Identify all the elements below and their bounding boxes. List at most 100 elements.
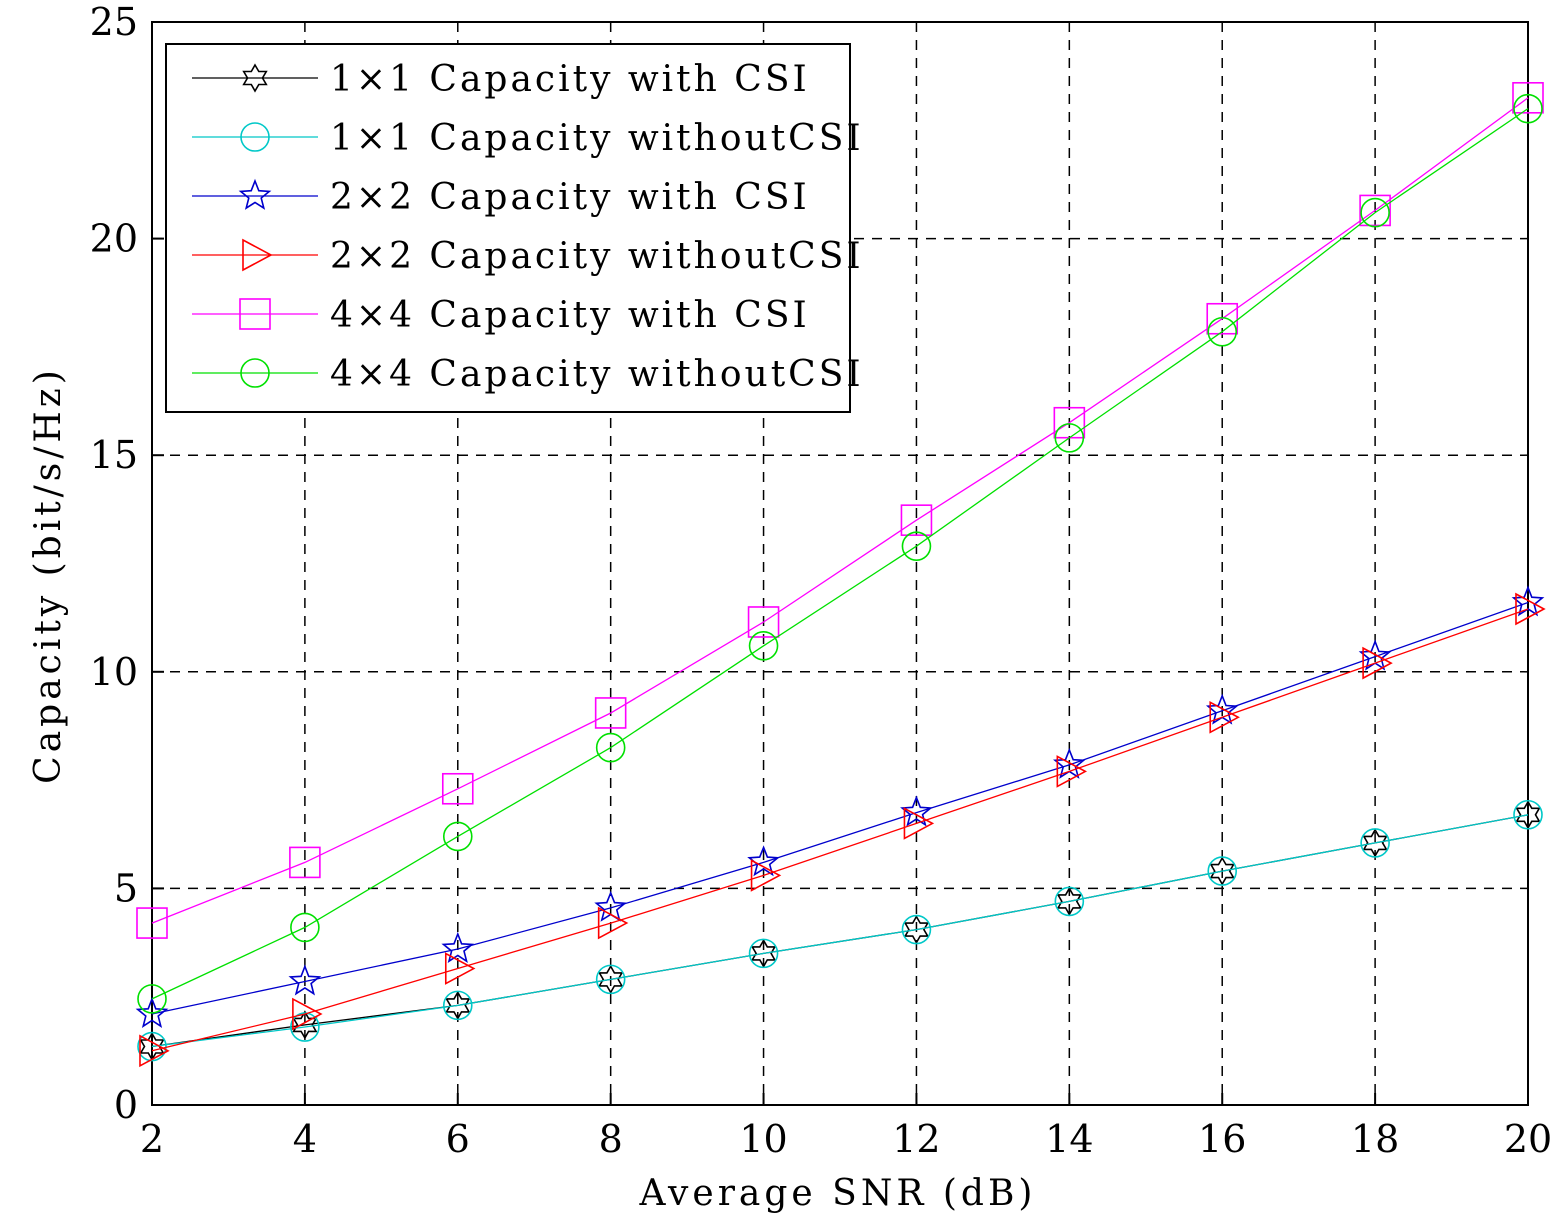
x-tick-label: 10 [739,1117,787,1161]
legend-label: 1×1 Capacity with CSI [330,59,810,100]
data-point-marker [901,531,932,561]
axis-ticks: 2 4 6 8 10 12 14 16 18 20 0 5 10 15 20 25 [90,0,1553,1161]
legend-label: 1×1 Capacity withoutCSI [330,118,864,159]
data-point-marker [135,996,169,1028]
data-point-marker [1512,82,1544,114]
data-point-marker [1209,856,1235,886]
data-point-marker [594,697,627,729]
data-point-marker [445,990,471,1021]
data-point-marker [1513,799,1543,830]
data-point-marker [288,964,322,996]
data-point-marker [1362,646,1393,680]
data-point-marker [1362,828,1388,858]
data-point-marker [900,795,933,827]
data-point-marker [139,1034,170,1068]
legend-marker [242,63,268,93]
data-point-marker [1360,828,1390,858]
legend-label: 2×2 Capacity withoutCSI [330,236,864,277]
data-point-marker [1515,800,1541,830]
data-point-marker [1054,886,1085,917]
series-line [151,108,1529,1000]
data-point-marker [900,504,933,536]
y-tick-label: 25 [90,0,138,44]
legend-marker [242,238,273,272]
legend-label: 4×4 Capacity withoutCSI [330,354,864,395]
data-point-marker [1207,316,1238,347]
legend-label: 2×2 Capacity with CSI [330,177,810,218]
data-point-marker [903,914,930,945]
data-point-marker [136,907,168,939]
x-tick-label: 4 [293,1117,317,1161]
data-point-marker [289,846,321,879]
x-axis-label: Average SNR (dB) [639,1173,1037,1214]
data-point-marker [1359,194,1391,227]
data-point-marker [441,772,474,805]
legend: 1×1 Capacity with CSI 1×1 Capacity withou… [165,43,864,413]
data-point-marker [1054,423,1085,453]
data-point-marker [1207,856,1238,886]
legend-item: 4×4 Capacity withoutCSI [192,354,864,395]
series-line [151,97,1529,924]
y-axis-label: Capacity (bit/s/Hz) [28,366,69,784]
data-point-marker [597,906,629,940]
x-tick-label: 8 [599,1117,623,1161]
data-point-marker [1360,197,1390,228]
data-point-marker [748,631,779,661]
data-point-marker [290,912,320,943]
data-point-marker [444,952,476,985]
data-point-marker [1513,93,1543,124]
data-point-marker [901,914,932,945]
series-4 [139,592,1546,1068]
legend-marker [238,178,272,210]
x-tick-label: 16 [1198,1117,1246,1161]
legend-marker [239,298,271,330]
y-tick-label: 10 [90,650,138,694]
data-point-marker [595,964,626,995]
data-point-marker [1515,592,1546,626]
legend-box [165,43,851,413]
data-point-marker [903,807,935,840]
legend-label: 4×4 Capacity with CSI [330,295,810,336]
x-tick-label: 6 [446,1117,470,1161]
series-layer [135,82,1546,1068]
data-point-marker [1056,886,1082,917]
data-point-marker [137,984,167,1014]
series-line [151,608,1529,1052]
series-3 [135,585,1545,1028]
data-point-marker [748,938,779,969]
data-point-marker [747,845,780,877]
series-line [151,814,1529,1048]
x-tick-label: 2 [140,1117,164,1161]
x-tick-label: 12 [892,1117,940,1161]
data-point-marker [595,732,626,763]
y-tick-label: 15 [90,433,138,477]
plot-frame [151,21,1529,1106]
legend-marker [240,122,270,152]
data-point-marker [290,1012,320,1042]
data-point-marker [442,821,473,852]
series-2 [137,799,1543,1062]
series-6 [137,93,1543,1014]
data-point-marker [1056,755,1088,788]
data-point-marker [1206,302,1239,335]
x-tick-label: 20 [1504,1117,1552,1161]
data-point-marker [750,938,777,969]
x-tick-label: 14 [1045,1117,1093,1161]
y-tick-label: 5 [114,866,138,910]
legend-item: 1×1 Capacity with CSI [192,59,810,100]
y-tick-label: 20 [90,217,138,261]
data-point-marker [442,990,473,1021]
legend-item: 2×2 Capacity with CSI [192,177,810,218]
x-tick-label: 18 [1351,1117,1399,1161]
data-point-marker [747,606,780,638]
data-point-marker [750,859,782,892]
data-point-marker [1209,700,1240,734]
data-point-marker [137,1031,167,1062]
legend-item: 2×2 Capacity withoutCSI [192,236,864,277]
legend-item: 4×4 Capacity with CSI [192,295,810,336]
data-point-marker [441,931,475,963]
legend-item: 1×1 Capacity withoutCSI [192,118,864,159]
y-tick-label: 0 [114,1083,138,1127]
legend-marker [240,358,270,388]
